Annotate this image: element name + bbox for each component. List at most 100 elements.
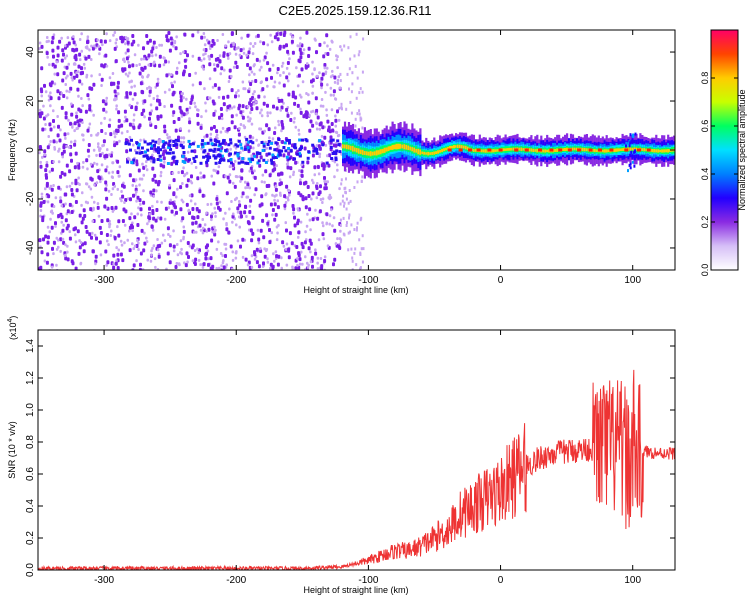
spectrogram-cell — [323, 41, 326, 45]
spectrogram-cell — [311, 72, 314, 76]
spectrogram-cell — [230, 75, 233, 78]
spectrogram-cell — [174, 138, 178, 142]
spectrogram-cell — [175, 143, 179, 147]
spectrogram-cell — [64, 115, 68, 120]
spectrogram-cell — [38, 238, 42, 243]
spectrogram-cell — [167, 233, 170, 236]
spectrogram-cell — [182, 136, 185, 140]
spectrogram-cell — [57, 185, 61, 190]
spectrogram-cell — [141, 75, 144, 79]
spectrogram-cell — [167, 206, 171, 210]
spectrogram-cell — [571, 147, 575, 151]
spectrogram-cell — [212, 154, 216, 158]
spectrogram-cell — [56, 115, 59, 118]
spectrogram-cell — [51, 211, 54, 215]
spectrogram-cell — [144, 150, 147, 154]
spectrogram-cell — [361, 149, 364, 155]
spectrogram-cell — [49, 140, 52, 143]
spectrogram-cell — [287, 255, 291, 260]
spectrogram-cell — [334, 124, 337, 128]
spectrogram-cell — [255, 151, 259, 155]
spectrogram-y-tick-label: -40 — [25, 240, 36, 255]
spectrogram-cell — [216, 39, 219, 42]
spectrogram-cell — [598, 148, 602, 152]
spectrogram-cell — [101, 99, 105, 104]
spectrogram-cell — [119, 197, 122, 201]
spectrogram-cell — [334, 156, 338, 160]
spectrogram-cell — [165, 151, 169, 155]
spectrogram-cell — [305, 224, 309, 228]
spectrogram-cell — [185, 251, 189, 256]
spectrogram-cell — [117, 124, 121, 129]
spectrogram-cell — [248, 169, 251, 173]
spectrogram-cell — [321, 232, 325, 237]
spectrogram-cell — [108, 76, 112, 80]
spectrogram-cell — [309, 260, 313, 264]
spectrogram-cell — [188, 73, 192, 77]
spectrogram-cell — [97, 214, 101, 218]
spectrogram-cell — [345, 107, 348, 111]
spectrogram-cell — [202, 262, 206, 267]
spectrogram-cell — [201, 145, 205, 149]
spectrogram-cell — [237, 89, 240, 93]
spectrogram-cell — [200, 142, 204, 146]
spectrogram-cell — [257, 143, 261, 147]
spectrogram-cell — [202, 226, 205, 230]
spectrogram-cell — [299, 36, 302, 40]
spectrogram-cell — [325, 222, 328, 226]
spectrogram-cell — [140, 177, 144, 181]
spectrogram-cell — [200, 176, 203, 180]
spectrogram-cell — [534, 149, 537, 152]
spectrogram-cell — [179, 140, 183, 144]
spectrogram-cell — [230, 88, 234, 93]
spectrogram-cell — [286, 165, 290, 170]
spectrogram-cell — [93, 44, 96, 48]
spectrogram-cell — [385, 147, 388, 152]
spectrogram-cell — [320, 134, 324, 138]
spectrogram-cell — [62, 52, 65, 57]
spectrogram-cell — [196, 113, 200, 118]
spectrogram-cell — [77, 64, 81, 69]
spectrogram-cell — [343, 44, 346, 48]
spectrogram-cell — [349, 145, 353, 151]
spectrogram-cell — [506, 148, 509, 151]
spectrogram-cell — [256, 228, 260, 232]
spectrogram-cell — [136, 212, 139, 216]
spectrogram-cell — [178, 61, 181, 65]
spectrogram-cell — [174, 46, 178, 51]
spectrogram-cell — [199, 161, 203, 165]
snr-y-tick-label: 0.4 — [25, 499, 36, 513]
spectrogram-cell — [259, 155, 263, 160]
spectrogram-cell — [156, 200, 159, 204]
spectrogram-cell — [462, 145, 466, 149]
spectrogram-cell — [179, 127, 182, 131]
spectrogram-cell — [130, 161, 134, 164]
spectrogram-cell — [50, 225, 54, 230]
spectrogram-cell — [629, 162, 632, 166]
spectrogram-cell — [52, 33, 56, 37]
spectrogram-cell — [137, 248, 140, 251]
spectrogram-cell — [413, 147, 416, 153]
spectrogram-cell — [244, 257, 248, 262]
spectrogram-cell — [292, 207, 296, 212]
spectrogram-cell — [227, 159, 231, 163]
spectrogram-cell — [183, 32, 187, 37]
spectrogram-cell — [207, 96, 211, 100]
spectrogram-cell — [179, 52, 182, 56]
spectrogram-cell — [104, 99, 108, 103]
spectrogram-cell — [114, 41, 118, 45]
spectrogram-cell — [253, 90, 256, 94]
spectrogram-cell — [152, 40, 156, 45]
spectrogram-cell — [321, 104, 325, 108]
spectrogram-cell — [270, 158, 273, 162]
spectrogram-cell — [116, 85, 120, 90]
spectrogram-cell — [281, 240, 285, 245]
spectrogram-cell — [373, 151, 376, 156]
spectrogram-cell — [247, 148, 251, 152]
spectrogram-cell — [235, 223, 238, 227]
spectrogram-cell — [211, 264, 215, 269]
spectrogram-cell — [345, 144, 349, 150]
spectrogram-cell — [113, 89, 117, 94]
spectrogram-cell — [219, 72, 222, 76]
spectrogram-cell — [633, 147, 636, 151]
